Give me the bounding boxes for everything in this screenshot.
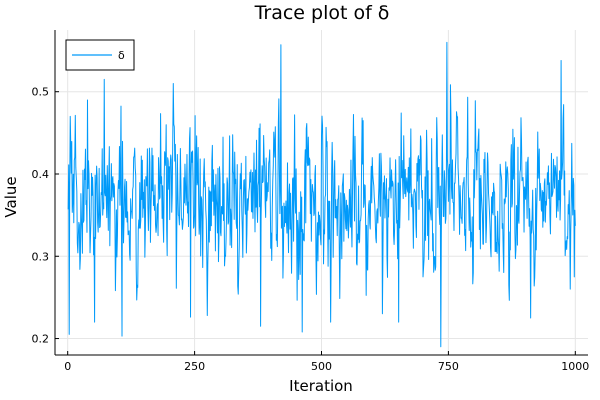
y-axis-label: Value — [2, 176, 20, 217]
grid — [55, 30, 588, 355]
legend-label: δ — [118, 49, 125, 62]
x-axis-label: Iteration — [289, 377, 353, 395]
chart-title: Trace plot of δ — [254, 2, 390, 24]
y-tick-label: 0.2 — [32, 333, 50, 346]
x-tick-label: 750 — [438, 360, 459, 373]
legend: δ — [65, 39, 135, 71]
series-group — [67, 41, 576, 348]
x-tick-label: 250 — [184, 360, 205, 373]
ticks: 0 250 500 750 1000 0.2 0.3 0.4 0.5 — [32, 86, 590, 373]
y-tick-label: 0.4 — [32, 168, 50, 181]
series-line-delta — [67, 41, 576, 348]
x-tick-label: 0 — [64, 360, 71, 373]
y-tick-label: 0.5 — [32, 86, 50, 99]
x-tick-label: 1000 — [561, 360, 589, 373]
x-tick-label: 500 — [311, 360, 332, 373]
y-tick-label: 0.3 — [32, 250, 50, 263]
